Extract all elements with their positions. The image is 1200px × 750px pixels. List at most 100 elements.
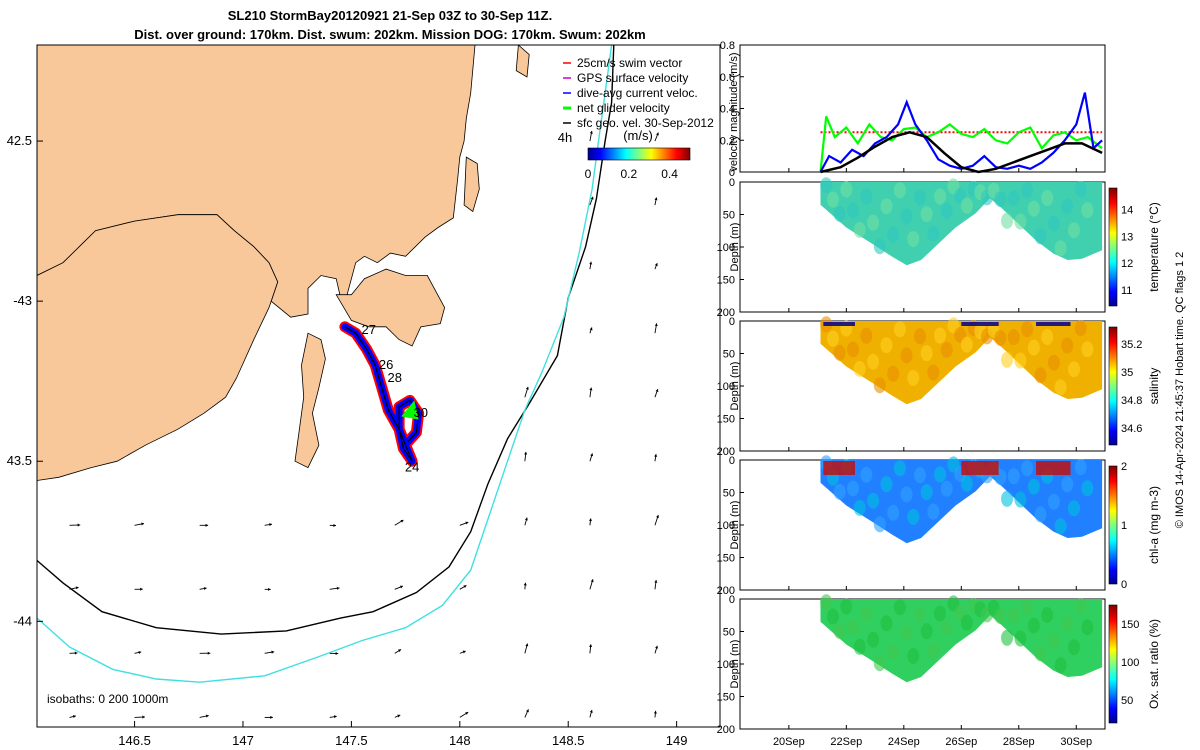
tasman-peninsula: [335, 268, 446, 347]
colorbar-prefix: 4h: [558, 130, 572, 145]
profile-texture: [1054, 657, 1067, 674]
profile-texture: [907, 369, 920, 386]
depth-y-tick-label: 50: [723, 488, 735, 500]
isobath-1000m: [37, 45, 613, 683]
velocity-arrowhead: [526, 709, 529, 713]
map-y-tick-label: 43.5: [7, 453, 32, 468]
depth-ylabel: Depth (m): [729, 501, 741, 550]
time-x-tick-label: 28Sep: [1003, 736, 1035, 748]
depth-y-tick-label: 150: [717, 553, 735, 565]
velocity-arrowhead: [333, 715, 337, 719]
colorbar-tick-label: 0.4: [661, 167, 678, 181]
velocity-panel: [739, 44, 1106, 173]
profile-texture: [1047, 354, 1060, 371]
velocity-arrowhead: [654, 263, 658, 267]
profile-texture: [860, 466, 873, 483]
profile-texture: [860, 188, 873, 205]
profile-texture: [893, 321, 906, 338]
profile-texture: [1054, 379, 1067, 396]
profile-texture: [867, 492, 880, 509]
profile-texture: [940, 202, 953, 219]
velocity-arrowhead: [333, 523, 337, 528]
profile-texture: [927, 503, 940, 520]
velocity-arrowhead: [336, 586, 340, 590]
profile-texture: [847, 202, 860, 219]
chart-title: SL210 StormBay20120921 21-Sep 03Z to 30-…: [227, 8, 553, 23]
profile-texture: [1007, 468, 1020, 485]
profile-texture: [934, 327, 947, 344]
profile-texture: [1001, 212, 1014, 229]
map-y-tick-label: -44: [13, 613, 32, 628]
velocity-arrowhead: [142, 715, 145, 719]
profile-texture: [913, 328, 926, 345]
speed-colorbar: [587, 147, 691, 161]
map-y-tick-label: -43: [13, 293, 32, 308]
profile-texture: [1014, 630, 1027, 647]
colorbar-tick-label: 12: [1121, 258, 1133, 270]
velocity-arrowhead: [77, 523, 81, 527]
profile-texture: [820, 177, 833, 194]
profile-texture: [1074, 598, 1087, 615]
profile-texture: [1047, 215, 1060, 232]
profile-texture: [994, 607, 1007, 624]
profile-texture: [1081, 480, 1094, 497]
colorbar-tick-label: 11: [1121, 285, 1132, 297]
profile-texture: [1074, 459, 1087, 476]
velocity-arrowhead: [400, 519, 404, 523]
track-day-label: 24: [405, 460, 419, 475]
map-frame: [36, 44, 721, 728]
colorbar-tick-label: 35: [1121, 367, 1133, 379]
velocity-y-tick-label: 0.4: [720, 104, 735, 116]
profile-texture: [920, 484, 933, 501]
profile-texture: [913, 189, 926, 206]
profile-texture: [1007, 607, 1020, 624]
profile-texture: [920, 623, 933, 640]
velocity-arrowhead: [655, 389, 659, 393]
legend-entry: sfc geo. vel. 30-Sep-2012: [577, 116, 714, 130]
chart-subtitle: Dist. over ground: 170km. Dist. swum: 20…: [134, 27, 646, 42]
profile-texture: [853, 499, 866, 516]
profile-texture: [853, 638, 866, 655]
velocity-arrowhead: [590, 579, 594, 583]
velocity-arrowhead: [207, 651, 211, 655]
profile-texture: [880, 198, 893, 215]
profile-texture: [960, 614, 973, 631]
profile-texture: [833, 622, 846, 639]
depth-y-tick-label: 100: [717, 659, 735, 671]
profile-texture: [900, 625, 913, 642]
profile-texture: [1047, 632, 1060, 649]
profile-texture: [847, 480, 860, 497]
velocity-arrowhead: [654, 580, 658, 583]
profile-texture: [1074, 320, 1087, 337]
profile-texture: [940, 619, 953, 636]
track-day-label: 27: [362, 322, 376, 337]
profile-texture: [940, 341, 953, 358]
depth-y-tick-label: 0: [729, 455, 735, 467]
depth-y-tick-label: 200: [717, 724, 735, 736]
profile-texture: [867, 353, 880, 370]
velocity-arrowhead: [655, 132, 659, 136]
legend-entry: GPS surface velocity: [577, 71, 688, 85]
colorbar-tick-label: 35.2: [1121, 339, 1142, 351]
depth-y-tick-label: 100: [717, 242, 735, 254]
profile-texture: [1021, 321, 1034, 338]
profile-texture: [826, 608, 839, 625]
profile-texture: [1034, 645, 1047, 662]
map-x-tick-label: 147: [232, 733, 254, 748]
velocity-arrowhead: [589, 709, 593, 713]
profile-texture: [1001, 490, 1014, 507]
velocity-arrowhead: [205, 714, 209, 718]
profile-colorbar: [1108, 604, 1118, 724]
profile-texture: [880, 337, 893, 354]
surface-band: [1036, 461, 1071, 475]
velocity-arrowhead: [141, 522, 145, 526]
time-x-tick-label: 26Sep: [945, 736, 977, 748]
depth-ylabel: Depth (m): [729, 362, 741, 411]
velocity-arrowhead: [398, 649, 402, 653]
profile-texture: [1081, 202, 1094, 219]
velocity-series-line: [820, 131, 1103, 174]
profile-texture: [893, 460, 906, 477]
profile-texture: [1034, 367, 1047, 384]
colorbar-label: temperature (°C): [1147, 202, 1161, 292]
